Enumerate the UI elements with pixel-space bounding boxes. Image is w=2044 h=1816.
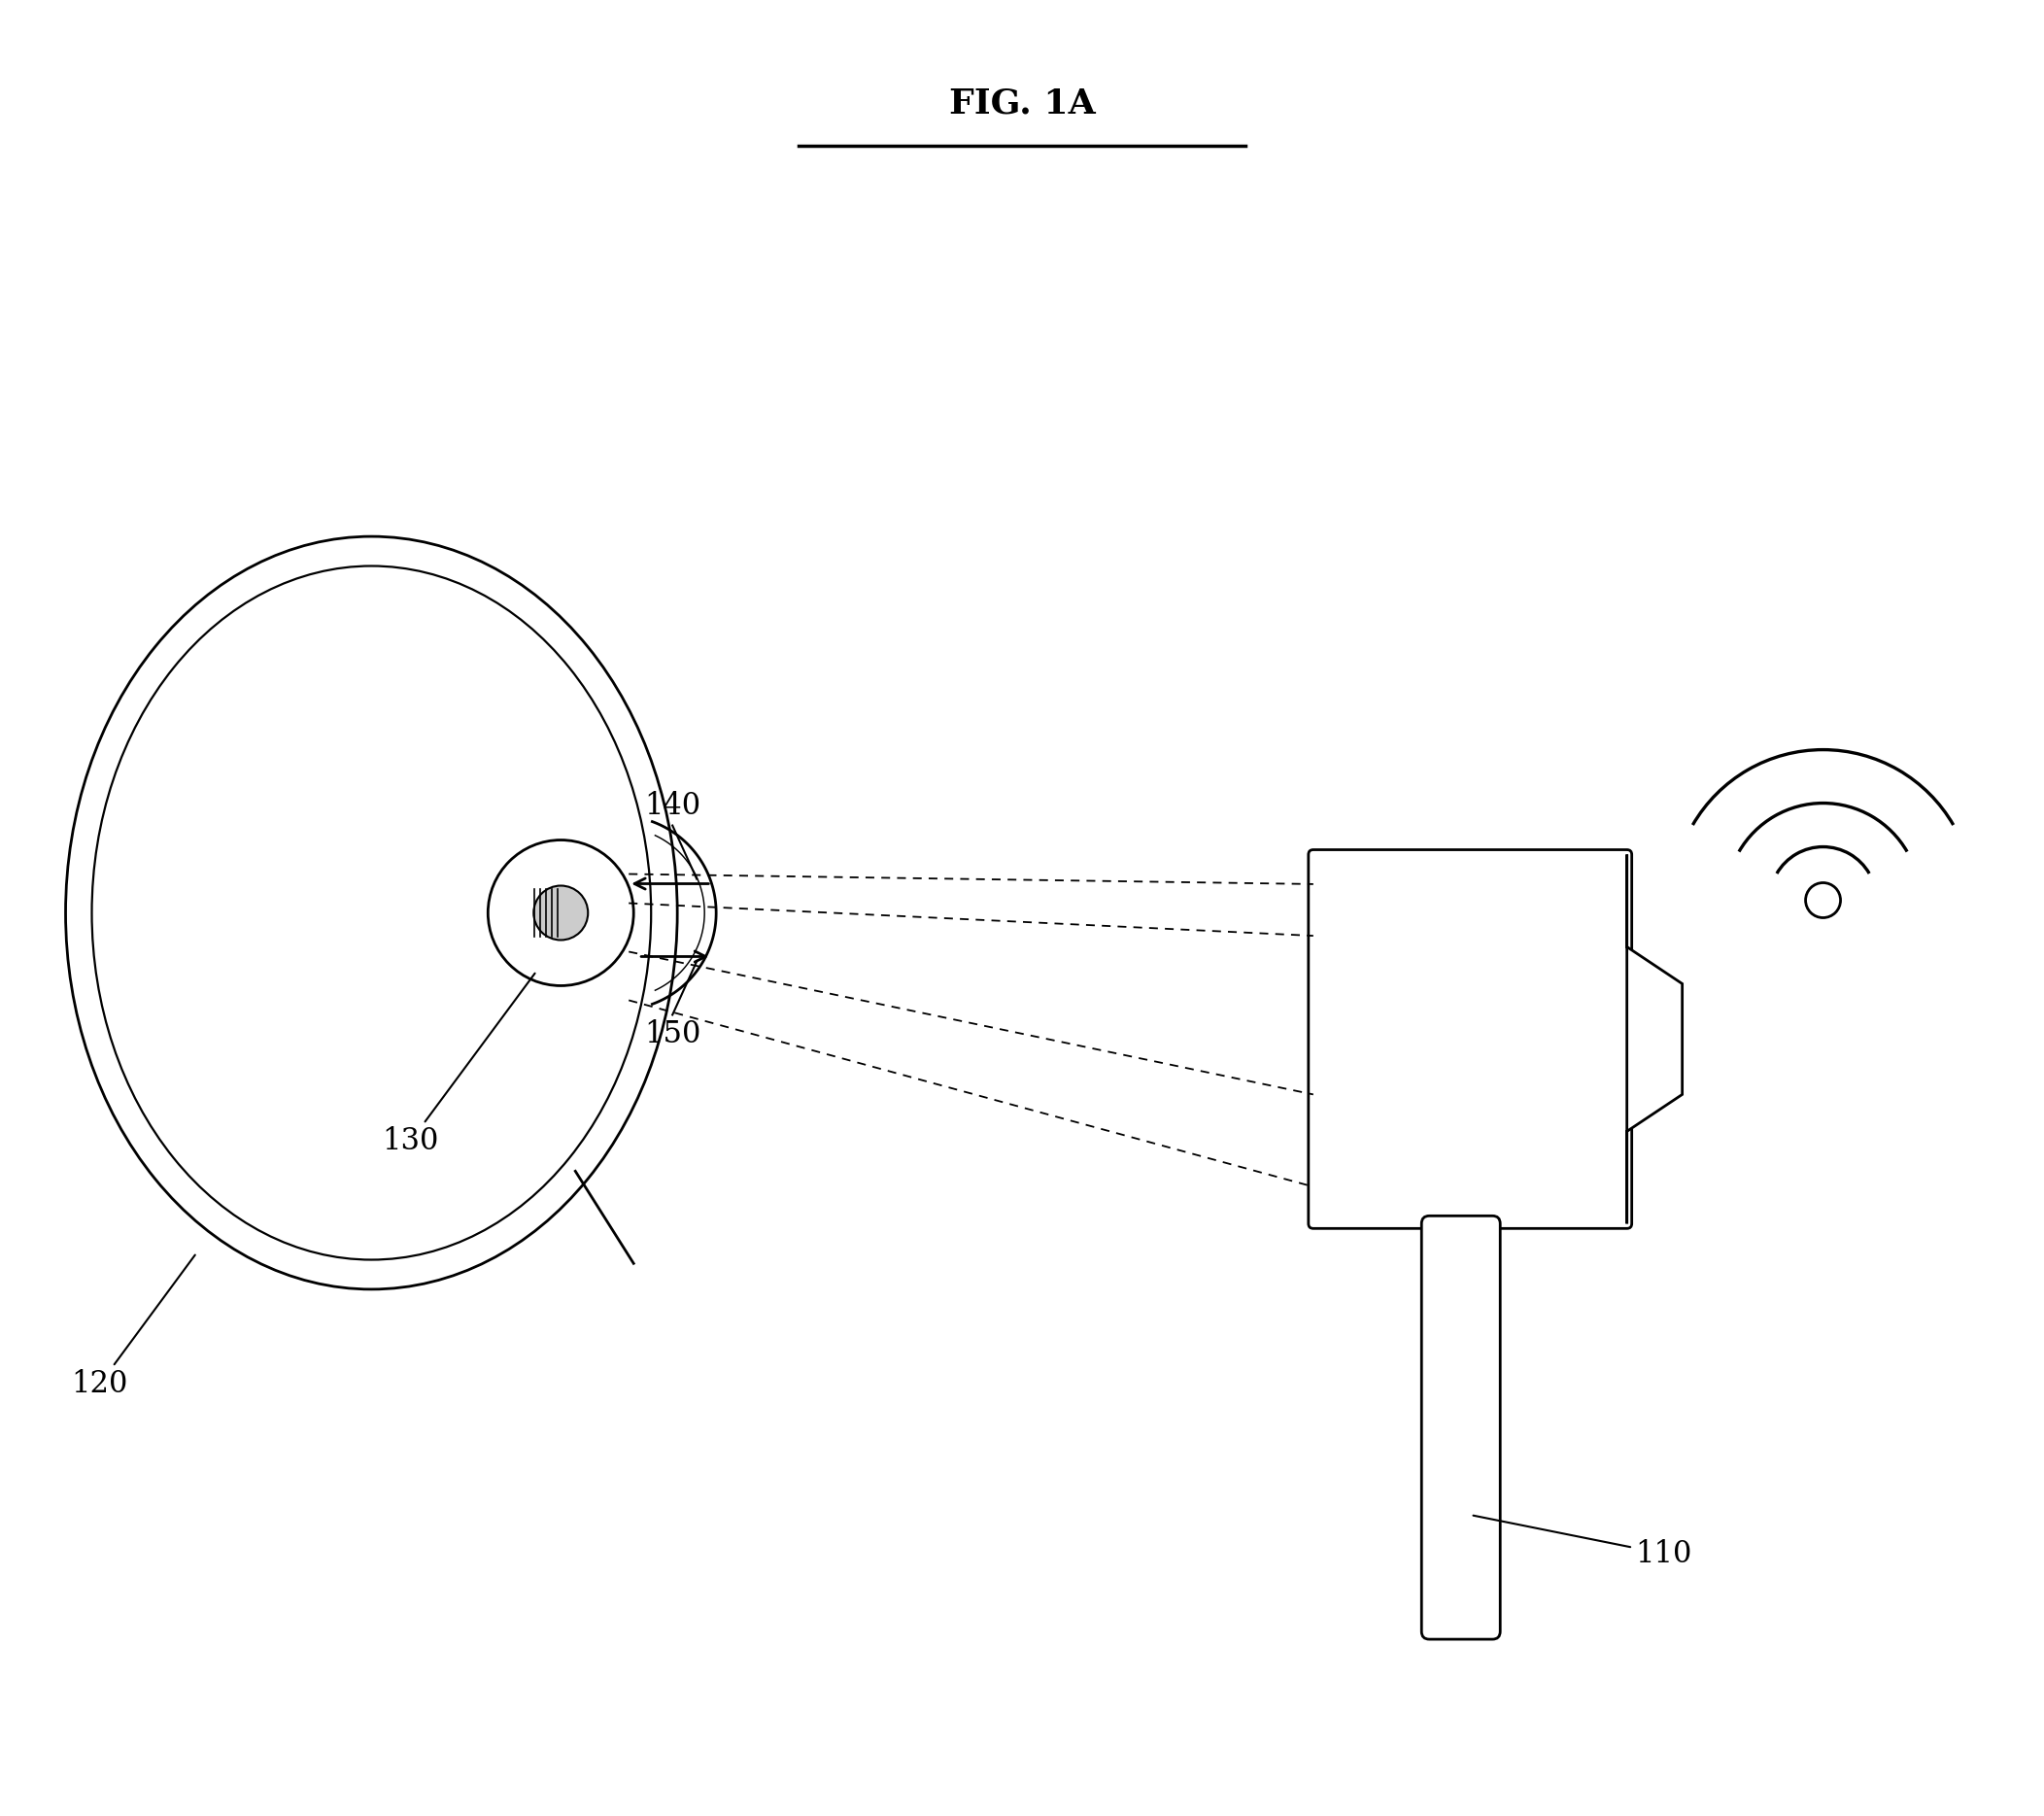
- Text: 120: 120: [72, 1255, 194, 1400]
- Text: 130: 130: [382, 973, 536, 1157]
- Text: FIG. 1A: FIG. 1A: [948, 87, 1096, 120]
- Circle shape: [533, 886, 589, 941]
- FancyBboxPatch shape: [1421, 1217, 1500, 1640]
- Circle shape: [1805, 883, 1840, 917]
- Text: 110: 110: [1474, 1516, 1692, 1569]
- Polygon shape: [1627, 855, 1682, 1224]
- Text: 140: 140: [644, 790, 701, 821]
- FancyBboxPatch shape: [1308, 850, 1631, 1228]
- Text: 150: 150: [644, 1019, 701, 1050]
